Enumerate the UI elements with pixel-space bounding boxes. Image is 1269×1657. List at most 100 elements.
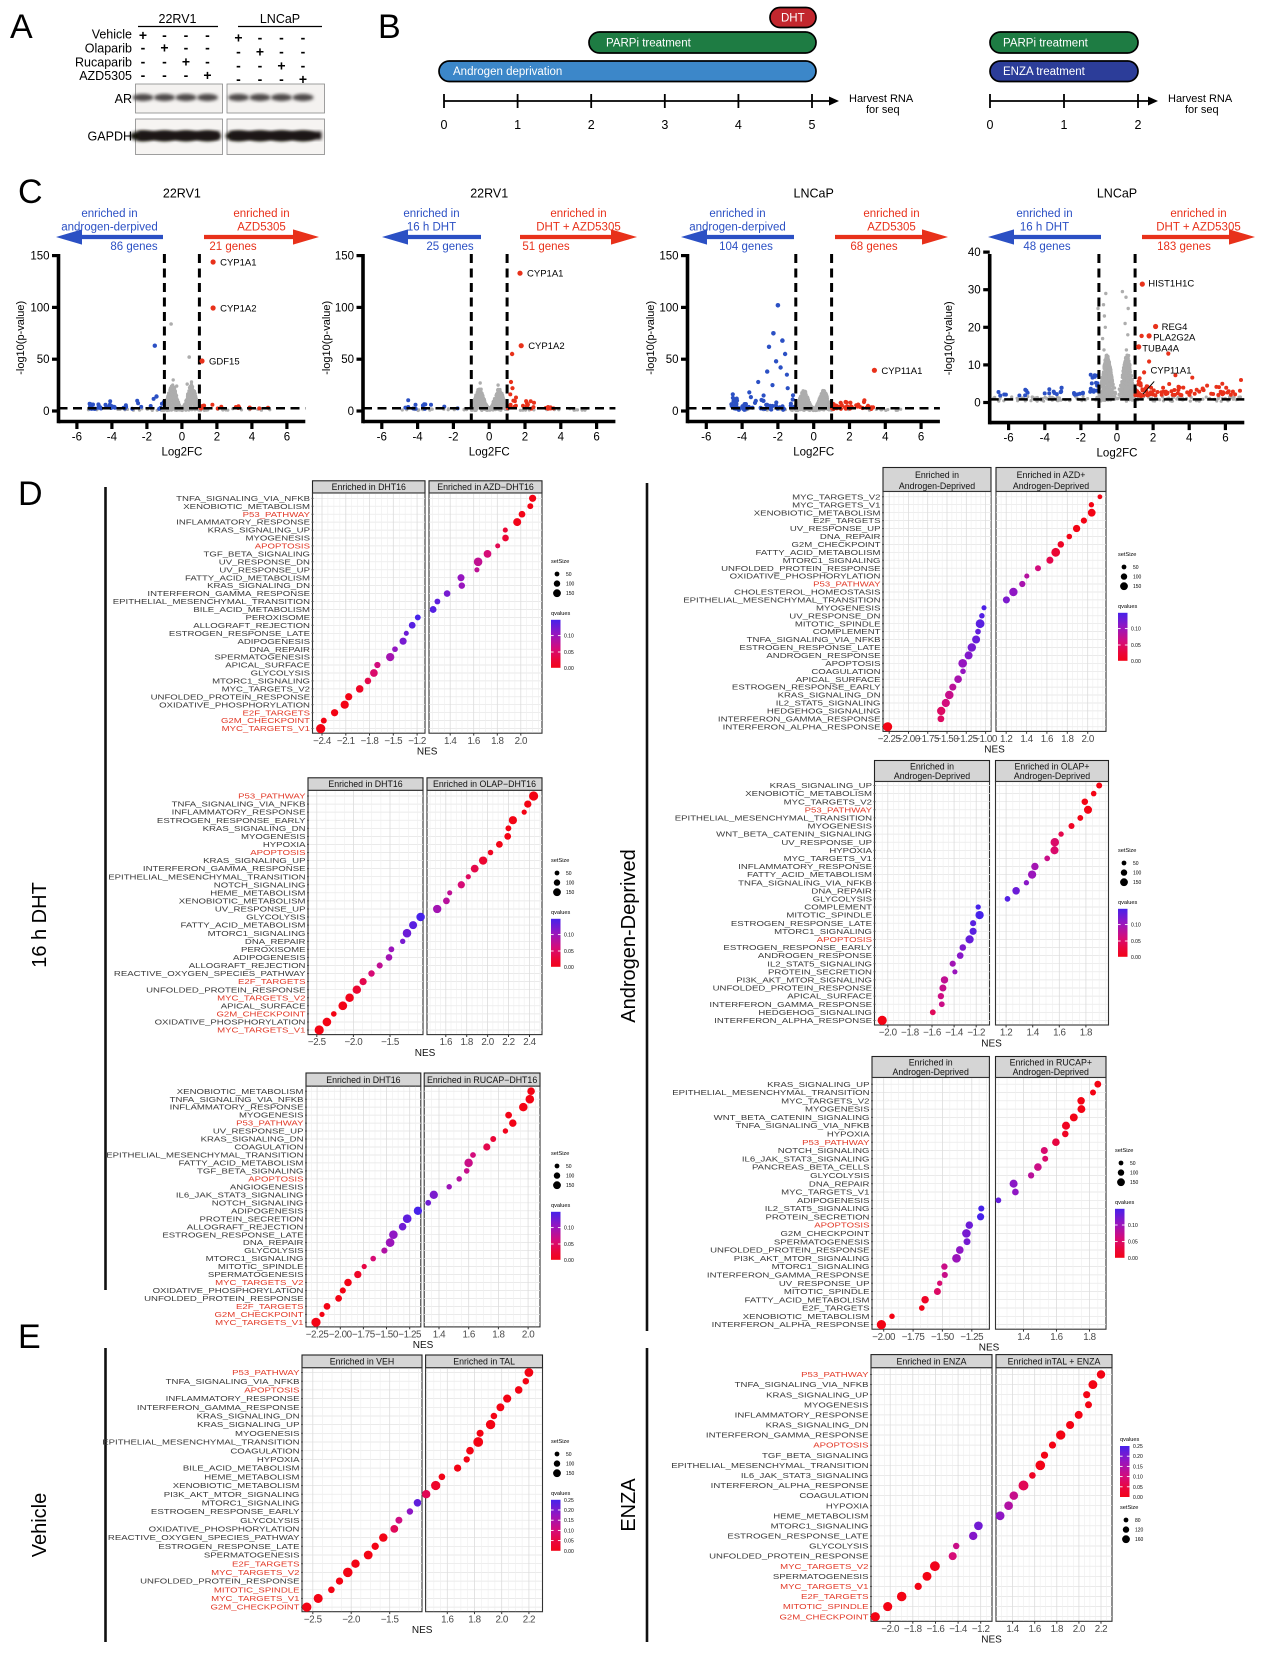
svg-text:LNCaP: LNCaP	[794, 187, 834, 201]
svg-text:0.00: 0.00	[564, 1549, 574, 1555]
svg-text:22RV1: 22RV1	[163, 187, 201, 201]
svg-text:qvalues: qvalues	[1118, 900, 1137, 906]
svg-text:INTERFERON_ALPHA_RESPONSE: INTERFERON_ALPHA_RESPONSE	[723, 722, 881, 731]
svg-text:0.25: 0.25	[564, 1498, 574, 1504]
svg-text:ENZA treatment: ENZA treatment	[1003, 66, 1086, 78]
svg-text:68 genes: 68 genes	[850, 241, 898, 253]
svg-text:0.05: 0.05	[1128, 1240, 1138, 1246]
svg-text:OXIDATIVE_PHOSPHORYLATION: OXIDATIVE_PHOSPHORYLATION	[730, 572, 881, 581]
svg-text:−1.6: −1.6	[923, 1028, 942, 1039]
svg-text:-4: -4	[107, 432, 118, 444]
svg-text:−1.75: −1.75	[352, 1330, 376, 1341]
svg-text:INFLAMMATORY_RESPONSE: INFLAMMATORY_RESPONSE	[176, 518, 310, 527]
svg-text:-: -	[258, 30, 263, 46]
svg-text:MITOTIC_SPINDLE: MITOTIC_SPINDLE	[795, 619, 881, 628]
svg-text:PARPi treatment: PARPi treatment	[606, 38, 692, 50]
svg-text:HYPOXIA: HYPOXIA	[826, 1501, 869, 1510]
svg-text:48 genes: 48 genes	[1023, 241, 1071, 253]
svg-text:100: 100	[659, 302, 678, 314]
svg-text:KRAS_SIGNALING_DN: KRAS_SIGNALING_DN	[778, 691, 881, 700]
svg-text:EPITHELIAL_MESENCHYMAL_TRANSIT: EPITHELIAL_MESENCHYMAL_TRANSITION	[113, 597, 310, 606]
svg-text:TUBA4A: TUBA4A	[1142, 343, 1180, 354]
svg-text:enriched in: enriched in	[233, 208, 289, 220]
svg-text:0.10: 0.10	[1128, 1223, 1138, 1229]
svg-text:NES: NES	[415, 1048, 436, 1059]
svg-text:for seq: for seq	[1185, 104, 1219, 116]
svg-text:-: -	[236, 58, 241, 74]
svg-text:0: 0	[987, 118, 994, 132]
svg-text:qvalues: qvalues	[551, 1491, 570, 1497]
svg-text:UV_RESPONSE_DN: UV_RESPONSE_DN	[789, 611, 880, 620]
svg-text:LNCaP: LNCaP	[260, 12, 300, 26]
svg-text:INTERFERON_ALPHA_RESPONSE: INTERFERON_ALPHA_RESPONSE	[714, 1016, 872, 1025]
svg-text:2: 2	[1150, 433, 1156, 445]
svg-text:MYC_TARGETS_V1: MYC_TARGETS_V1	[222, 724, 311, 733]
svg-text:NES: NES	[417, 747, 438, 758]
svg-text:0.05: 0.05	[564, 949, 574, 955]
svg-text:0: 0	[43, 406, 49, 418]
svg-text:-2: -2	[448, 432, 458, 444]
svg-text:CYP1A1: CYP1A1	[220, 258, 256, 269]
svg-text:−1.5: −1.5	[381, 1037, 400, 1048]
svg-text:ESTROGEN_RESPONSE_LATE: ESTROGEN_RESPONSE_LATE	[158, 1542, 299, 1551]
svg-text:MTORC1_SIGNALING: MTORC1_SIGNALING	[212, 677, 310, 686]
svg-text:1.6: 1.6	[440, 1037, 453, 1048]
svg-text:Enriched in RUCAP−DHT16: Enriched in RUCAP−DHT16	[427, 1075, 537, 1085]
svg-text:DNA_REPAIR: DNA_REPAIR	[249, 645, 310, 654]
svg-text:HEDGEHOG_SIGNALING: HEDGEHOG_SIGNALING	[767, 707, 881, 716]
svg-text:50: 50	[37, 354, 50, 366]
svg-text:HYPOXIA: HYPOXIA	[257, 1455, 300, 1464]
svg-text:-6: -6	[1003, 433, 1013, 445]
svg-text:MITOTIC_SPINDLE: MITOTIC_SPINDLE	[214, 1585, 300, 1594]
svg-text:−1.25: −1.25	[960, 1332, 984, 1343]
svg-text:MYC_TARGETS_V1: MYC_TARGETS_V1	[211, 1594, 300, 1603]
svg-text:1.6: 1.6	[1050, 1332, 1063, 1343]
svg-text:qvalues: qvalues	[1118, 604, 1137, 610]
svg-text:0.05: 0.05	[1131, 939, 1141, 945]
svg-text:100: 100	[30, 302, 49, 314]
svg-text:KRAS_SIGNALING_UP: KRAS_SIGNALING_UP	[197, 1420, 300, 1429]
svg-text:0: 0	[1114, 433, 1120, 445]
svg-text:0.00: 0.00	[564, 666, 574, 672]
svg-text:G2M_CHECKPOINT: G2M_CHECKPOINT	[221, 716, 311, 725]
svg-text:25 genes: 25 genes	[426, 241, 474, 253]
svg-text:−2.0: −2.0	[342, 1614, 361, 1625]
svg-text:enriched in: enriched in	[403, 208, 459, 220]
svg-text:2: 2	[214, 432, 220, 444]
svg-text:-: -	[205, 27, 210, 43]
svg-text:0.05: 0.05	[564, 1539, 574, 1545]
svg-text:-4: -4	[1040, 433, 1051, 445]
svg-text:150: 150	[566, 890, 575, 896]
svg-text:+: +	[203, 67, 211, 83]
svg-text:Olaparib: Olaparib	[85, 42, 132, 56]
svg-text:Vehicle: Vehicle	[29, 1493, 51, 1558]
svg-text:Androgen-Deprived: Androgen-Deprived	[618, 849, 640, 1022]
svg-text:−1.4: −1.4	[949, 1624, 968, 1635]
svg-text:-6: -6	[72, 432, 82, 444]
svg-text:-: -	[162, 67, 167, 83]
svg-text:2: 2	[522, 432, 528, 444]
svg-text:Vehicle: Vehicle	[92, 28, 132, 42]
svg-text:TGF_BETA_SIGNALING: TGF_BETA_SIGNALING	[204, 550, 311, 559]
svg-text:0.00: 0.00	[1128, 1256, 1138, 1262]
svg-text:+: +	[182, 54, 190, 70]
svg-text:UNFOLDED_PROTEIN_RESPONSE: UNFOLDED_PROTEIN_RESPONSE	[140, 1577, 300, 1586]
svg-text:0.00: 0.00	[1133, 1495, 1143, 1501]
svg-text:6: 6	[1222, 433, 1228, 445]
svg-text:150: 150	[1133, 880, 1142, 886]
svg-text:2: 2	[846, 432, 852, 444]
svg-text:0.10: 0.10	[564, 933, 574, 939]
svg-text:Androgen deprivation: Androgen deprivation	[453, 66, 562, 78]
svg-text:for seq: for seq	[866, 104, 900, 116]
svg-text:enriched in: enriched in	[1016, 208, 1072, 220]
svg-text:-: -	[141, 67, 146, 83]
svg-text:−1.50: −1.50	[936, 734, 960, 745]
svg-text:Enriched in TAL: Enriched in TAL	[453, 1357, 515, 1367]
svg-text:5: 5	[809, 118, 816, 132]
svg-text:enriched in: enriched in	[81, 208, 137, 220]
svg-text:+: +	[139, 27, 147, 43]
svg-text:HEME_METABOLISM: HEME_METABOLISM	[773, 1511, 868, 1520]
svg-text:−1.50: −1.50	[375, 1330, 399, 1341]
svg-text:0: 0	[672, 406, 678, 418]
svg-text:SPERMATOGENESIS: SPERMATOGENESIS	[773, 1572, 869, 1581]
